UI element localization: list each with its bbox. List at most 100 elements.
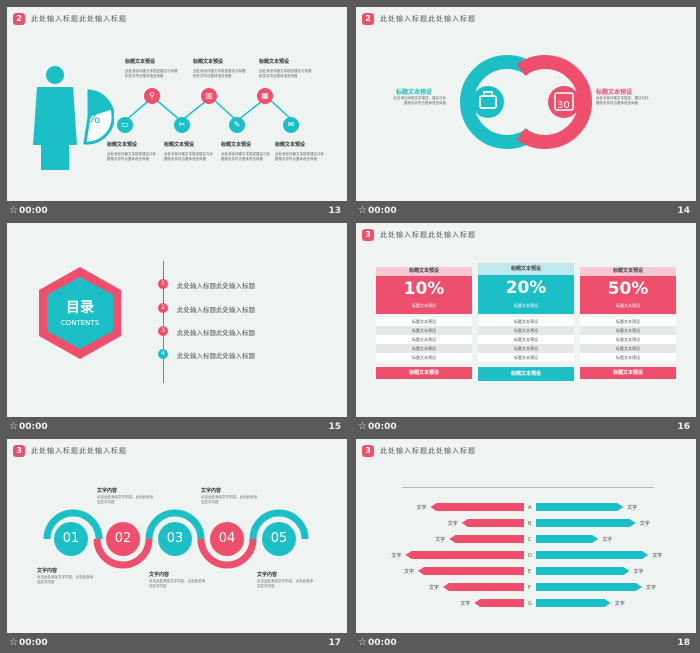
slide-time: 00:00 xyxy=(19,422,48,432)
step-label: 文字内容 xyxy=(149,572,170,578)
section-badge: 3 xyxy=(362,445,374,457)
label-top-2: 标题文本预设 xyxy=(193,59,224,65)
pricing-row: 标题文本预设 xyxy=(478,344,574,353)
slide-title: 此处输入标题此处输入标题 xyxy=(380,447,476,455)
toc-number: 4 xyxy=(158,349,168,359)
transition-icon: ☆ xyxy=(9,421,18,432)
step-label: 文字内容 xyxy=(257,572,278,578)
calendar-number: 30 xyxy=(557,100,570,111)
row-letter: B xyxy=(528,521,532,527)
pricing-footer-button[interactable]: 标题文本预设 xyxy=(376,367,472,379)
right-bar xyxy=(536,599,611,607)
section-badge: 3 xyxy=(13,445,25,457)
pricing-sub: 标题文本预设 xyxy=(514,303,538,308)
left-label: 文字 xyxy=(392,552,402,559)
toc-item: 此处输入标题此处输入标题 xyxy=(177,352,255,360)
desc: 此处添加详细文本描述建议与标题相关并符合整体语言风格 xyxy=(221,152,270,161)
pencil-icon: ✎ xyxy=(229,117,245,133)
step-circle: 02 xyxy=(106,522,140,556)
transition-icon: ☆ xyxy=(9,637,18,648)
slide-time: 00:00 xyxy=(368,206,397,216)
twin-rings-graphic: 30 xyxy=(460,55,592,149)
step-desc: 点击此处添加文字内容，点击此处添加文字内容 xyxy=(201,495,257,504)
toc-item: 此处输入标题此处输入标题 xyxy=(177,306,255,314)
left-bar xyxy=(418,567,524,575)
right-label: 文字 xyxy=(615,600,625,607)
slide-thumbnail-15[interactable]: 目录 CONTENTS 1 2 3 4 此处输入标题此处输入标题 此处输入标题此… xyxy=(7,223,347,437)
right-heading: 标题文本预设 xyxy=(596,89,633,96)
desc: 此处添加详细文本描述建议与标题相关并符合整体语言风格 xyxy=(193,69,246,78)
percent-glyph: % xyxy=(87,111,100,127)
pricing-row: 标题文本预设 xyxy=(376,353,472,362)
slide-footer: ☆ 00:00 16 xyxy=(356,419,696,437)
desc: 此处添加详细文本描述建议与标题相关并符合整体语言风格 xyxy=(107,152,156,161)
pricing-row: 标题文本预设 xyxy=(478,353,574,362)
slide-thumbnail-13[interactable]: 2 此处输入标题此处输入标题 % 标题文本预设 标题文本预设 标题文本预设 此处… xyxy=(7,7,347,221)
left-bar xyxy=(405,551,524,559)
pricing-row: 标题文本预设 xyxy=(376,317,472,326)
slide-time: 00:00 xyxy=(368,638,397,648)
slide-canvas: 2 此处输入标题此处输入标题 % 标题文本预设 标题文本预设 标题文本预设 此处… xyxy=(7,7,347,201)
timeline-line xyxy=(163,261,164,383)
pricing-rows: 标题文本预设 标题文本预设 标题文本预设 标题文本预设 标题文本预设 xyxy=(478,317,574,362)
slide-time: 00:00 xyxy=(19,638,48,648)
toc-item: 此处输入标题此处输入标题 xyxy=(177,329,255,337)
pricing-row: 标题文本预设 xyxy=(580,317,676,326)
label-top-1: 标题文本预设 xyxy=(125,59,156,65)
section-badge: 3 xyxy=(362,229,374,241)
right-bar xyxy=(536,519,636,527)
left-label: 文字 xyxy=(417,504,427,511)
process-chain xyxy=(43,509,309,569)
slide-thumbnail-16[interactable]: 3 此处输入标题此处输入标题 标题文本预设 10% 标题文本预设 标题文本预设 … xyxy=(356,223,696,437)
monitor-icon: ▭ xyxy=(117,117,133,133)
pricing-value: 10% xyxy=(403,279,445,299)
row-letter: G xyxy=(528,601,532,607)
label-bottom-4: 标题文本预设 xyxy=(275,142,306,148)
pricing-value: 50% xyxy=(607,279,649,299)
slide-number: 18 xyxy=(677,638,690,648)
right-label: 文字 xyxy=(652,552,662,559)
left-bar xyxy=(474,599,524,607)
right-label: 文字 xyxy=(627,504,637,511)
step-circle: 01 xyxy=(54,522,88,556)
transition-icon: ☆ xyxy=(358,205,367,216)
transition-icon: ☆ xyxy=(358,637,367,648)
pricing-rows: 标题文本预设 标题文本预设 标题文本预设 标题文本预设 标题文本预设 xyxy=(376,317,472,362)
right-desc: 此处添加详细文本描述，建议与标题相关并符合整体语言风格 xyxy=(596,96,649,105)
pricing-footer-button[interactable]: 标题文本预设 xyxy=(580,367,676,379)
pin-icon: ⚲ xyxy=(144,88,160,104)
desc: 此处添加详细文本描述建议与标题相关并符合整体语言风格 xyxy=(275,152,324,161)
step-circle: 04 xyxy=(210,522,244,556)
pricing-footer-button[interactable]: 标题文本预设 xyxy=(478,367,574,381)
slide-thumbnail-18[interactable]: 3 此处输入标题此处输入标题 A 文字 文字 B 文字 文字 C 文字 文字 D 文字 文字 E 文字 文字… xyxy=(356,439,696,653)
slide-canvas: 2 此处输入标题此处输入标题 30 标题文本预设 此处添加详细文本描述，建议与标… xyxy=(356,7,696,201)
left-bar xyxy=(443,583,524,591)
pricing-row: 标题文本预设 xyxy=(376,344,472,353)
toc-number: 3 xyxy=(158,326,168,336)
chart-icon: ▥ xyxy=(201,88,217,104)
pricing-block xyxy=(580,276,676,314)
right-bar xyxy=(536,535,599,543)
slide-thumbnail-14[interactable]: 2 此处输入标题此处输入标题 30 标题文本预设 此处添加详细文本描述，建议与标… xyxy=(356,7,696,221)
slide-number: 13 xyxy=(328,206,341,216)
row-letter: E xyxy=(528,569,531,575)
step-label: 文字内容 xyxy=(201,488,222,494)
step-desc: 点击此处添加文字内容，点击此处添加文字内容 xyxy=(97,495,153,504)
slide-time: 00:00 xyxy=(368,422,397,432)
section-badge: 2 xyxy=(362,13,374,25)
slide-thumbnail-17[interactable]: 3 此处输入标题此处输入标题 01 02 03 04 05 文字内容 点击此处添… xyxy=(7,439,347,653)
pricing-rows: 标题文本预设 标题文本预设 标题文本预设 标题文本预设 标题文本预设 xyxy=(580,317,676,362)
chat-icon: ✉ xyxy=(283,117,299,133)
left-heading: 标题文本预设 xyxy=(396,89,433,96)
slide-number: 15 xyxy=(328,422,341,432)
slide-footer: ☆ 00:00 17 xyxy=(7,635,347,653)
step-circle: 03 xyxy=(158,522,192,556)
pricing-row: 标题文本预设 xyxy=(376,326,472,335)
slide-footer: ☆ 00:00 13 xyxy=(7,203,347,221)
slide-time: 00:00 xyxy=(19,206,48,216)
toc-title-cn: 目录 xyxy=(66,300,94,316)
pricing-block xyxy=(478,275,574,314)
label-bottom-2: 标题文本预设 xyxy=(164,142,195,148)
right-bar xyxy=(536,567,630,575)
